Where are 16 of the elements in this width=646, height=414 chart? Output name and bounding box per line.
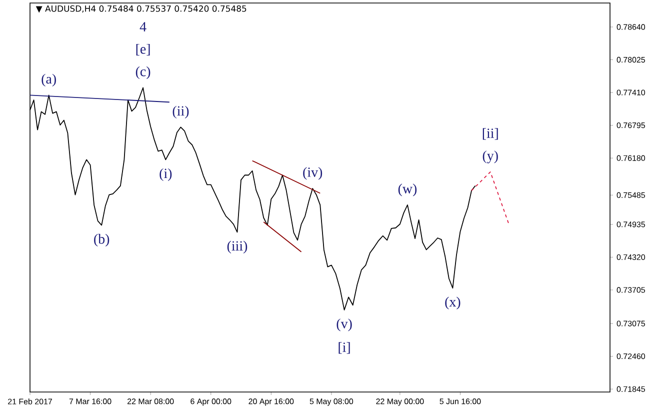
annotation: (x) xyxy=(445,296,460,310)
annotation: (v) xyxy=(336,318,352,332)
annotation: (ii) xyxy=(172,106,189,118)
chart-title: ▼ AUDUSD,H4 0.75484 0.75537 0.75420 0.75485 xyxy=(36,5,246,13)
annotation: [ii] xyxy=(482,128,498,140)
annotation: (a) xyxy=(42,74,56,87)
annotation: 4 xyxy=(140,22,146,32)
annotation: (iv) xyxy=(303,167,322,180)
annotation: (y) xyxy=(482,150,498,164)
annotation: (iii) xyxy=(227,240,248,254)
annotation: (b) xyxy=(94,234,110,247)
annotation: [e] xyxy=(136,44,150,56)
annotation: (i) xyxy=(160,168,172,181)
annotation: [i] xyxy=(338,342,350,354)
annotation: (c) xyxy=(136,66,150,80)
annotation: (w) xyxy=(398,184,417,196)
